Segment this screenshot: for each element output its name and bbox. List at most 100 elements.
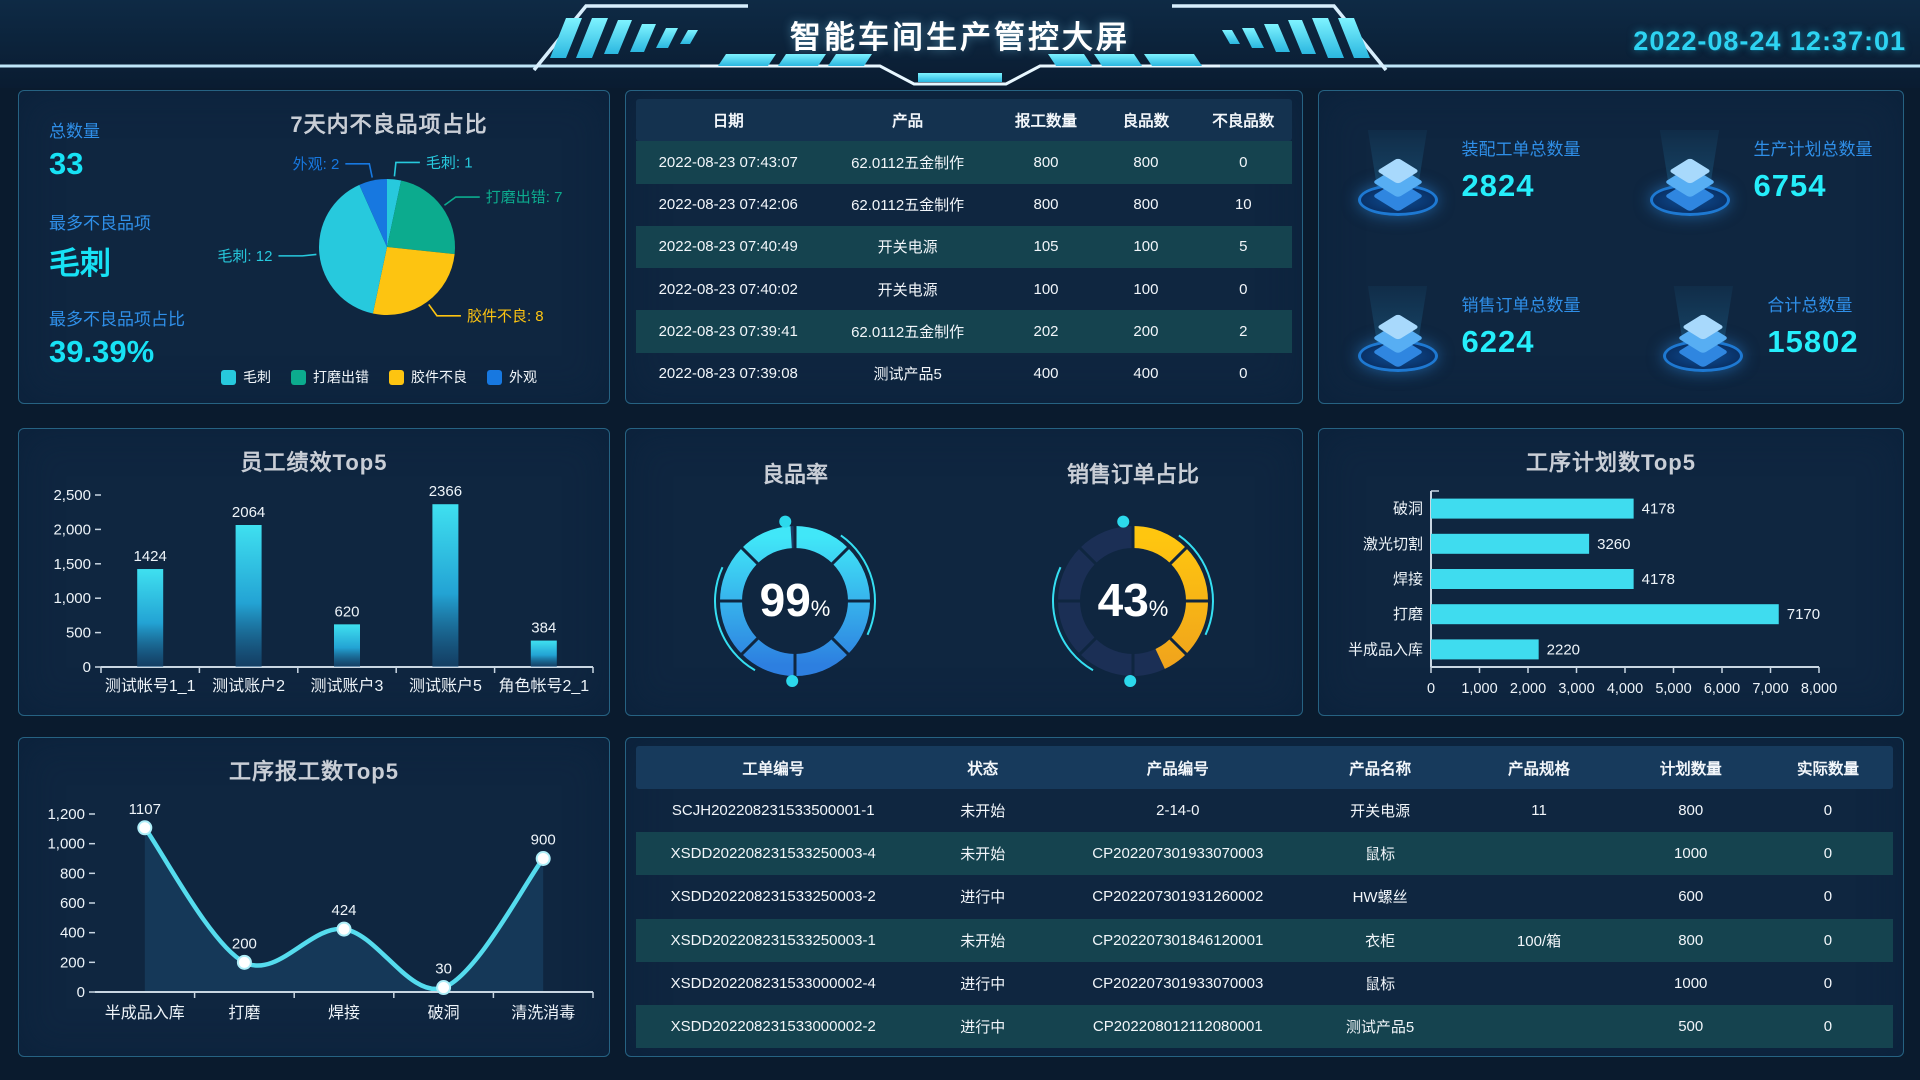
table-cell: 开关电源 [877,239,938,257]
svg-text:1,200: 1,200 [47,806,85,823]
gauge-title: 销售订单占比 [1066,462,1199,487]
legend-label: 胶件不良 [411,369,467,385]
table-cell: XSDD202208231533000002-2 [670,1017,876,1035]
table-cell: 2022-08-23 07:39:08 [658,365,798,383]
panel-title: 工序计划数Top5 [1526,450,1696,475]
header-cell: 产品 [892,113,924,131]
table-cell: 400 [1133,365,1159,383]
stat-value: 6754 [1753,167,1827,203]
svg-text:打磨: 打磨 [228,1004,260,1022]
table-cell: 800 [1133,153,1159,171]
svg-text:打磨: 打磨 [1393,606,1423,623]
table-row: 2022-08-23 07:39:41 62.0112五金制作 202 200 2 [636,310,1292,353]
layers-icon [1642,116,1738,222]
svg-text:384: 384 [531,620,556,637]
kpi-top-defect-ratio: 最多不良品项占比 39.39% [49,305,185,370]
table-cell: 500 [1678,1017,1704,1035]
stat-value: 6224 [1461,323,1535,359]
table-cell: 10 [1234,196,1252,214]
svg-text:4178: 4178 [1642,501,1675,518]
legend-label: 外观 [509,369,537,385]
table-cell: XSDD202208231533250003-1 [670,931,876,949]
table-row: 2022-08-23 07:42:06 62.0112五金制作 800 800 10 [636,184,1292,226]
table-cell: 800 [1678,931,1704,949]
svg-text:5,000: 5,000 [1655,681,1691,697]
svg-text:2064: 2064 [232,504,265,521]
stat-card-sales-orders: 销售订单总数量 6224 [1319,247,1611,403]
gauges-panel: 良品率 99% 销售订单占比 43% [625,428,1303,716]
table-cell: 未开始 [960,803,1006,821]
table-cell: CP202207301933070003 [1092,845,1264,863]
kpi-label: 最多不良品项 [49,214,151,233]
table-row: 2022-08-23 07:40:49 开关电源 105 100 5 [636,225,1292,269]
legend-swatch [487,369,502,385]
work-orders-table-panel: 工单编号 状态 产品编号 产品名称 产品规格 计划数量 实际数量 SCJH2022082315… [625,737,1904,1057]
table-cell: CP202208012112080001 [1092,1017,1263,1035]
header-cell: 产品编号 [1146,760,1209,778]
table-cell: 进行中 [960,889,1006,907]
employee-bar-chart: 0 500 1,000 1,500 2,000 2,500 1424 测试帐号1_1 2064 测… [53,483,594,695]
table-cell: 2022-08-23 07:40:02 [658,280,798,298]
process-plan-panel: 工序计划数Top5 0 1,000 2,000 3,000 4,000 5,000 6,00… [1318,428,1904,716]
table-cell: XSDD202208231533000002-4 [670,974,876,992]
table-cell: 未开始 [960,846,1006,864]
svg-text:清洗消毒: 清洗消毒 [511,1004,575,1022]
svg-text:200: 200 [232,935,257,952]
svg-text:6,000: 6,000 [1704,681,1740,697]
table-cell: 600 [1678,888,1704,906]
table-cell: 0 [1239,365,1248,383]
svg-text:破洞: 破洞 [428,1004,460,1022]
stat-card-production-plans: 生产计划总数量 6754 [1611,91,1903,247]
table-cell: 鼠标 [1365,975,1396,993]
table-cell: 2022-08-23 07:39:41 [658,323,798,341]
table-cell: 100/箱 [1516,932,1562,950]
table-row: XSDD202208231533250003-1 未开始 CP20220730184… [636,918,1893,962]
header-bar: 智能车间生产管控大屏 2022-08-24 12:37:01 [0,0,1920,88]
header-cell: 产品规格 [1508,760,1571,778]
legend-item: 胶件不良 [389,367,467,387]
table-row: 2022-08-23 07:43:07 62.0112五金制作 800 800 0 [636,141,1292,184]
table-cell: 62.0112五金制作 [851,197,965,215]
svg-text:1,000: 1,000 [53,590,91,607]
svg-text:1107: 1107 [129,801,161,818]
table-cell: 800 [1133,196,1159,214]
gauge-chart: 99% [714,515,876,687]
panel-title: 员工绩效Top5 [240,450,388,475]
svg-text:角色帐号2_1: 角色帐号2_1 [498,677,589,695]
svg-text:半成品入库: 半成品入库 [105,1004,185,1022]
table-cell: 0 [1823,931,1833,949]
table-cell: 100 [1033,280,1059,298]
table-cell: 开关电源 [877,281,938,299]
svg-text:4,000: 4,000 [1607,681,1643,697]
process-plan-hbar-chart: 0 1,000 2,000 3,000 4,000 5,000 6,000 7,000 8,00… [1348,490,1837,697]
layers-icon [1350,272,1446,378]
table-row: 2022-08-23 07:40:02 开关电源 100 100 0 [636,268,1292,310]
svg-text:4178: 4178 [1642,571,1675,588]
table-cell: 1000 [1674,974,1708,992]
kpi-top-defect: 最多不良品项 毛刺 [49,209,151,283]
kpi-label: 最多不良品项占比 [49,310,185,329]
table-cell: 测试产品5 [1345,1018,1415,1036]
stat-card-total: 合计总数量 15802 [1611,247,1903,403]
table-cell: 进行中 [960,975,1006,993]
svg-text:2,000: 2,000 [53,521,91,538]
table-cell: 202 [1033,323,1059,341]
svg-text:1,000: 1,000 [1461,681,1497,697]
svg-text:7,000: 7,000 [1752,681,1788,697]
table-cell: 11 [1531,802,1547,820]
header-cell: 计划数量 [1659,760,1722,778]
table-cell: 0 [1823,802,1833,820]
table-cell: 测试产品5 [873,366,942,384]
sales-order-ratio-gauge: 销售订单占比 43% [964,429,1302,715]
layers-icon [1655,272,1751,378]
datetime-display: 2022-08-24 12:37:01 [1633,26,1906,56]
svg-text:外观: 2: 外观: 2 [293,156,340,173]
svg-text:2,500: 2,500 [53,487,91,504]
table-cell: 5 [1239,238,1248,256]
table-row: 2022-08-23 07:39:08 测试产品5 400 400 0 [636,353,1292,395]
table-cell: 0 [1823,974,1833,992]
work-report-table: 日期 产品 报工数量 良品数 不良品数 2022-08-23 07:43:07 62.011… [636,99,1292,395]
panel-title: 7天内不良品项占比 [290,112,488,137]
stat-cards-grid: 装配工单总数量 2824 生产计划总数量 6754 销售订单总数量 6224 合… [1319,91,1903,403]
header-decoration [0,4,1920,86]
